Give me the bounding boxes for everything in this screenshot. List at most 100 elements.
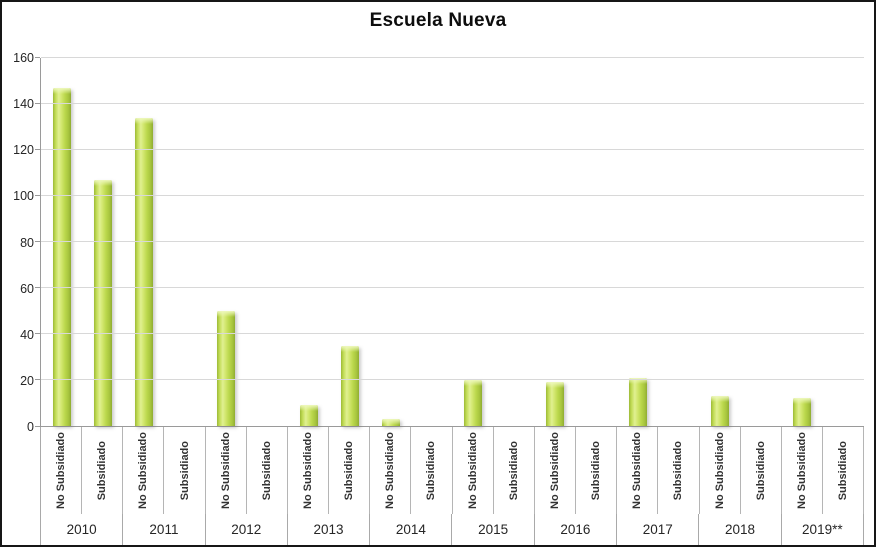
subcategory-label: Subsidiado xyxy=(837,440,850,501)
bar xyxy=(340,345,359,426)
plot-area xyxy=(35,57,864,427)
y-axis-tick-label: 140 xyxy=(13,97,34,112)
subcategory-label: Subsidiado xyxy=(754,440,767,501)
subcategory-cell: Subsidiado xyxy=(164,427,206,514)
subcategory-label: No Subsidiado xyxy=(219,432,232,509)
bar-slot-2010-subsidiado xyxy=(82,58,123,426)
subcategory-cell: No Subsidiado xyxy=(782,427,823,514)
subcategory-label: No Subsidiado xyxy=(55,432,68,509)
subcategory-label: No Subsidiado xyxy=(548,432,561,509)
subcategory-label: Subsidiado xyxy=(425,440,438,501)
subcategory-cell: No Subsidiado xyxy=(370,427,412,514)
year-row: 2010 2011 2012 2013 2014 2015 2016 2017 2018 2019… xyxy=(40,514,864,545)
subcategory-cell: Subsidiado xyxy=(658,427,700,514)
subcategory-cell: No Subsidiado xyxy=(453,427,494,514)
gridline xyxy=(35,195,864,196)
subcategory-label: Subsidiado xyxy=(96,440,109,501)
gridline xyxy=(35,379,864,380)
bar-slot-2014-subsidiado xyxy=(411,58,452,426)
bar-slot-2015-subsidiado xyxy=(494,58,535,426)
bar-slot-2013-no-subsidiado xyxy=(288,58,329,426)
gridline xyxy=(35,103,864,104)
y-axis-tick-label: 0 xyxy=(27,420,34,434)
gridline xyxy=(35,241,864,242)
bar-slot-2013-subsidiado xyxy=(329,58,370,426)
subcategory-cell: No Subsidiado xyxy=(617,427,659,514)
bar-slot-2012-subsidiado xyxy=(247,58,288,426)
gridline xyxy=(35,333,864,334)
bar xyxy=(217,311,236,426)
year-label: 2014 xyxy=(370,514,453,545)
year-label: 2012 xyxy=(206,514,288,545)
bar-slot-2016-no-subsidiado xyxy=(535,58,576,426)
subcategory-label: No Subsidiado xyxy=(384,432,397,509)
bar-slot-2017-no-subsidiado xyxy=(617,58,658,426)
bar xyxy=(134,117,153,426)
bar-slot-2011-no-subsidiado xyxy=(123,58,164,426)
bar xyxy=(381,419,400,426)
year-label: 2010 xyxy=(41,514,124,545)
subcategory-label: Subsidiado xyxy=(590,440,603,501)
subcategory-cell: No Subsidiado xyxy=(41,427,83,514)
bar-slot-2018-no-subsidiado xyxy=(700,58,741,426)
subcategory-cell: Subsidiado xyxy=(329,427,371,514)
year-label: 2018 xyxy=(699,514,782,545)
y-axis-tick-label: 20 xyxy=(20,373,34,388)
subcategory-label: No Subsidiado xyxy=(713,432,726,509)
year-label: 2013 xyxy=(288,514,371,545)
subcategory-label: No Subsidiado xyxy=(137,432,150,509)
y-axis-tick-label: 60 xyxy=(20,281,34,296)
bar-slot-2019**-no-subsidiado xyxy=(782,58,823,426)
chart-title: Escuela Nueva xyxy=(369,10,507,31)
gridline xyxy=(35,57,864,58)
subcategory-cell: Subsidiado xyxy=(823,427,865,514)
subcategory-label: Subsidiado xyxy=(260,440,273,501)
y-axis: 0 20 40 60 80 100 120 140 160 xyxy=(2,51,34,434)
bar-slot-2014-no-subsidiado xyxy=(370,58,411,426)
subcategory-cell: Subsidiado xyxy=(576,427,618,514)
y-axis-tick-label: 80 xyxy=(20,235,34,250)
gridline xyxy=(35,287,864,288)
bar-slot-2015-no-subsidiado xyxy=(453,58,494,426)
subcategory-label: No Subsidiado xyxy=(631,432,644,509)
bar xyxy=(299,405,318,426)
y-axis-tick-label: 160 xyxy=(13,51,34,65)
bar-slot-2012-no-subsidiado xyxy=(206,58,247,426)
bar-slot-2017-subsidiado xyxy=(658,58,699,426)
subcategory-label: Subsidiado xyxy=(178,440,191,501)
category-axis: No Subsidiado Subsidiado No Subsidiado Subs… xyxy=(40,427,865,545)
subcategory-cell: Subsidiado xyxy=(82,427,124,514)
bar-slot-2018-subsidiado xyxy=(741,58,782,426)
bar xyxy=(711,396,730,426)
subcategory-cell: Subsidiado xyxy=(494,427,535,514)
bar xyxy=(93,179,112,426)
subcategory-cell: Subsidiado xyxy=(741,427,782,514)
subcategory-label: No Subsidiado xyxy=(302,432,315,509)
bar-slot-2019**-subsidiado xyxy=(823,58,864,426)
subcategory-cell: No Subsidiado xyxy=(700,427,741,514)
bar-slot-2010-no-subsidiado xyxy=(41,58,82,426)
year-label: 2011 xyxy=(123,514,206,545)
bar-slot-2011-subsidiado xyxy=(164,58,205,426)
y-axis-tick xyxy=(35,426,40,427)
y-axis-tick-label: 100 xyxy=(13,189,34,204)
subcategory-row: No Subsidiado Subsidiado No Subsidiado Subs… xyxy=(40,427,865,514)
bars-row xyxy=(41,58,864,426)
subcategory-label: No Subsidiado xyxy=(795,432,808,509)
y-axis-tick-label: 120 xyxy=(13,143,34,158)
bar xyxy=(628,377,647,426)
bar-slot-2016-subsidiado xyxy=(576,58,617,426)
subcategory-label: Subsidiado xyxy=(507,440,520,501)
gridline xyxy=(35,149,864,150)
subcategory-cell: No Subsidiado xyxy=(123,427,165,514)
subcategory-cell: Subsidiado xyxy=(411,427,453,514)
subcategory-label: Subsidiado xyxy=(343,440,356,501)
subcategory-cell: No Subsidiado xyxy=(206,427,247,514)
bar xyxy=(52,87,71,426)
subcategory-cell: No Subsidiado xyxy=(288,427,330,514)
year-label: 2017 xyxy=(617,514,700,545)
bar xyxy=(464,380,483,426)
subcategory-cell: No Subsidiado xyxy=(535,427,577,514)
y-axis-tick-label: 40 xyxy=(20,327,34,342)
